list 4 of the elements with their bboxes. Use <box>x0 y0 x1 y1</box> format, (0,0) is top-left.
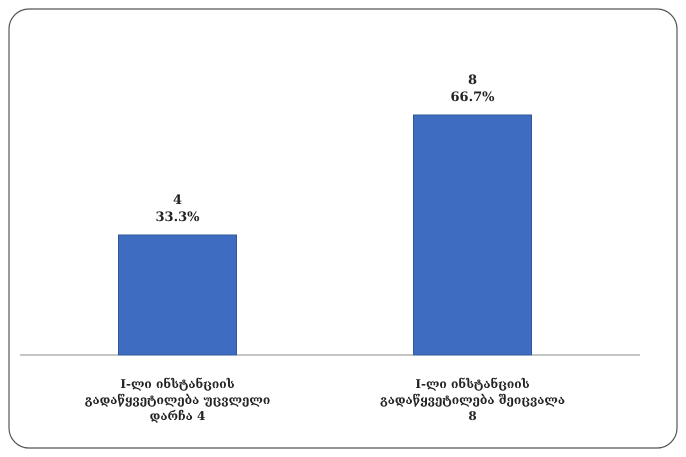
x-tick-label: I-ლი ინსტანციის გადაწყვეტილება შეიცვალა 8 <box>380 377 565 423</box>
x-tick-label: I-ლი ინსტანციის გადაწყვეტილება უცვლელი დარჩა 4 <box>84 377 270 423</box>
data-label: 8 66.7% <box>450 73 496 105</box>
data-label: 4 33.3% <box>155 193 200 225</box>
